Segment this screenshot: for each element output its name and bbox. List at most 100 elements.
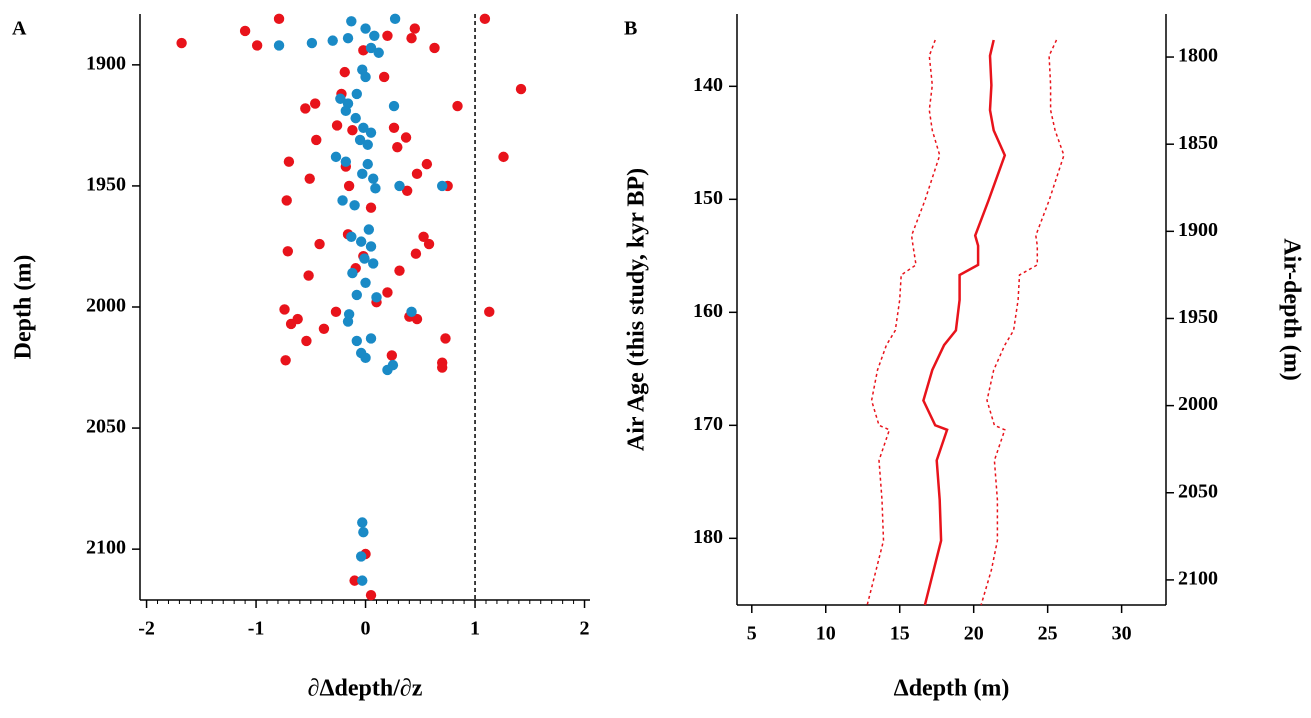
point [279, 304, 290, 315]
point [406, 33, 417, 44]
point [335, 93, 346, 104]
point [327, 35, 338, 46]
point [309, 98, 321, 109]
point [484, 306, 495, 318]
y-axis-title: Depth (m) [11, 255, 37, 360]
point [342, 33, 354, 44]
point [365, 241, 377, 252]
x-tick-label: 1 [470, 618, 480, 640]
point [392, 141, 403, 153]
point [436, 362, 448, 373]
point [411, 168, 423, 180]
point [283, 156, 295, 167]
point [388, 100, 400, 112]
point [360, 352, 371, 364]
point [239, 25, 251, 37]
x-tick-label: 15 [890, 623, 910, 645]
point [368, 258, 379, 269]
point [362, 139, 373, 150]
y2-axis-title: Air-depth (m) [1278, 238, 1304, 380]
point [378, 71, 390, 83]
point [357, 517, 368, 528]
point [282, 246, 294, 257]
point [358, 526, 369, 538]
x-tick-label: 0 [361, 618, 371, 640]
point [421, 158, 433, 170]
point [350, 112, 361, 124]
point [386, 350, 398, 361]
point [346, 231, 357, 242]
point [365, 333, 377, 344]
point [440, 333, 451, 344]
point [351, 335, 362, 347]
point [365, 202, 377, 213]
point [347, 267, 358, 279]
point [382, 364, 393, 376]
point [331, 120, 343, 131]
x-tick-label: 5 [747, 623, 757, 645]
point [358, 122, 369, 134]
point [337, 195, 348, 206]
point [300, 103, 311, 114]
y-tick-label: 140 [693, 74, 723, 96]
point [365, 127, 377, 138]
point [351, 289, 362, 301]
point [498, 151, 509, 163]
point [389, 13, 401, 25]
point [515, 83, 527, 95]
point [400, 132, 412, 143]
x-tick-label: -2 [138, 618, 155, 640]
point [343, 180, 355, 192]
point [370, 183, 381, 194]
point [388, 122, 400, 134]
point [382, 30, 393, 41]
point [410, 248, 422, 259]
y-axis-title: Air Age (this study, kyr BP) [624, 168, 650, 451]
point [359, 253, 370, 264]
point [339, 66, 350, 78]
y-tick-label: 160 [693, 300, 723, 322]
point [318, 323, 330, 334]
point [382, 287, 393, 298]
point [429, 42, 440, 54]
panel-label: B [624, 18, 637, 40]
y-tick-label: 1900 [86, 52, 126, 74]
y-tick-label: 170 [693, 413, 723, 435]
x-tick-label: -1 [248, 618, 265, 640]
point [342, 316, 354, 327]
y-tick-label: 180 [693, 526, 723, 548]
point [406, 306, 417, 318]
point [362, 158, 373, 170]
point [176, 37, 187, 49]
y2-tick-label: 1950 [1178, 306, 1218, 328]
y-tick-label: 2050 [86, 416, 126, 438]
point [330, 306, 342, 318]
point [368, 173, 379, 184]
point [251, 40, 263, 51]
x-axis-title: Δdepth (m) [894, 676, 1010, 702]
point [401, 185, 413, 196]
point [349, 575, 360, 586]
point [452, 100, 463, 112]
y-tick-label: 2100 [86, 537, 126, 559]
point [373, 47, 384, 58]
point [360, 23, 371, 34]
point [349, 200, 360, 211]
y2-tick-label: 2100 [1178, 567, 1218, 589]
point [394, 180, 405, 192]
point [306, 37, 318, 49]
point [357, 168, 368, 180]
point [280, 355, 291, 366]
x-tick-label: 25 [1038, 623, 1058, 645]
x-tick-label: 2 [580, 618, 590, 640]
point [423, 238, 435, 250]
point [409, 23, 421, 34]
point [346, 16, 357, 27]
point [301, 335, 312, 347]
x-tick-label: 20 [964, 623, 984, 645]
y2-tick-label: 1850 [1178, 132, 1218, 154]
y-tick-label: 2000 [86, 295, 126, 317]
y2-tick-label: 1800 [1178, 45, 1218, 67]
point [330, 151, 342, 163]
